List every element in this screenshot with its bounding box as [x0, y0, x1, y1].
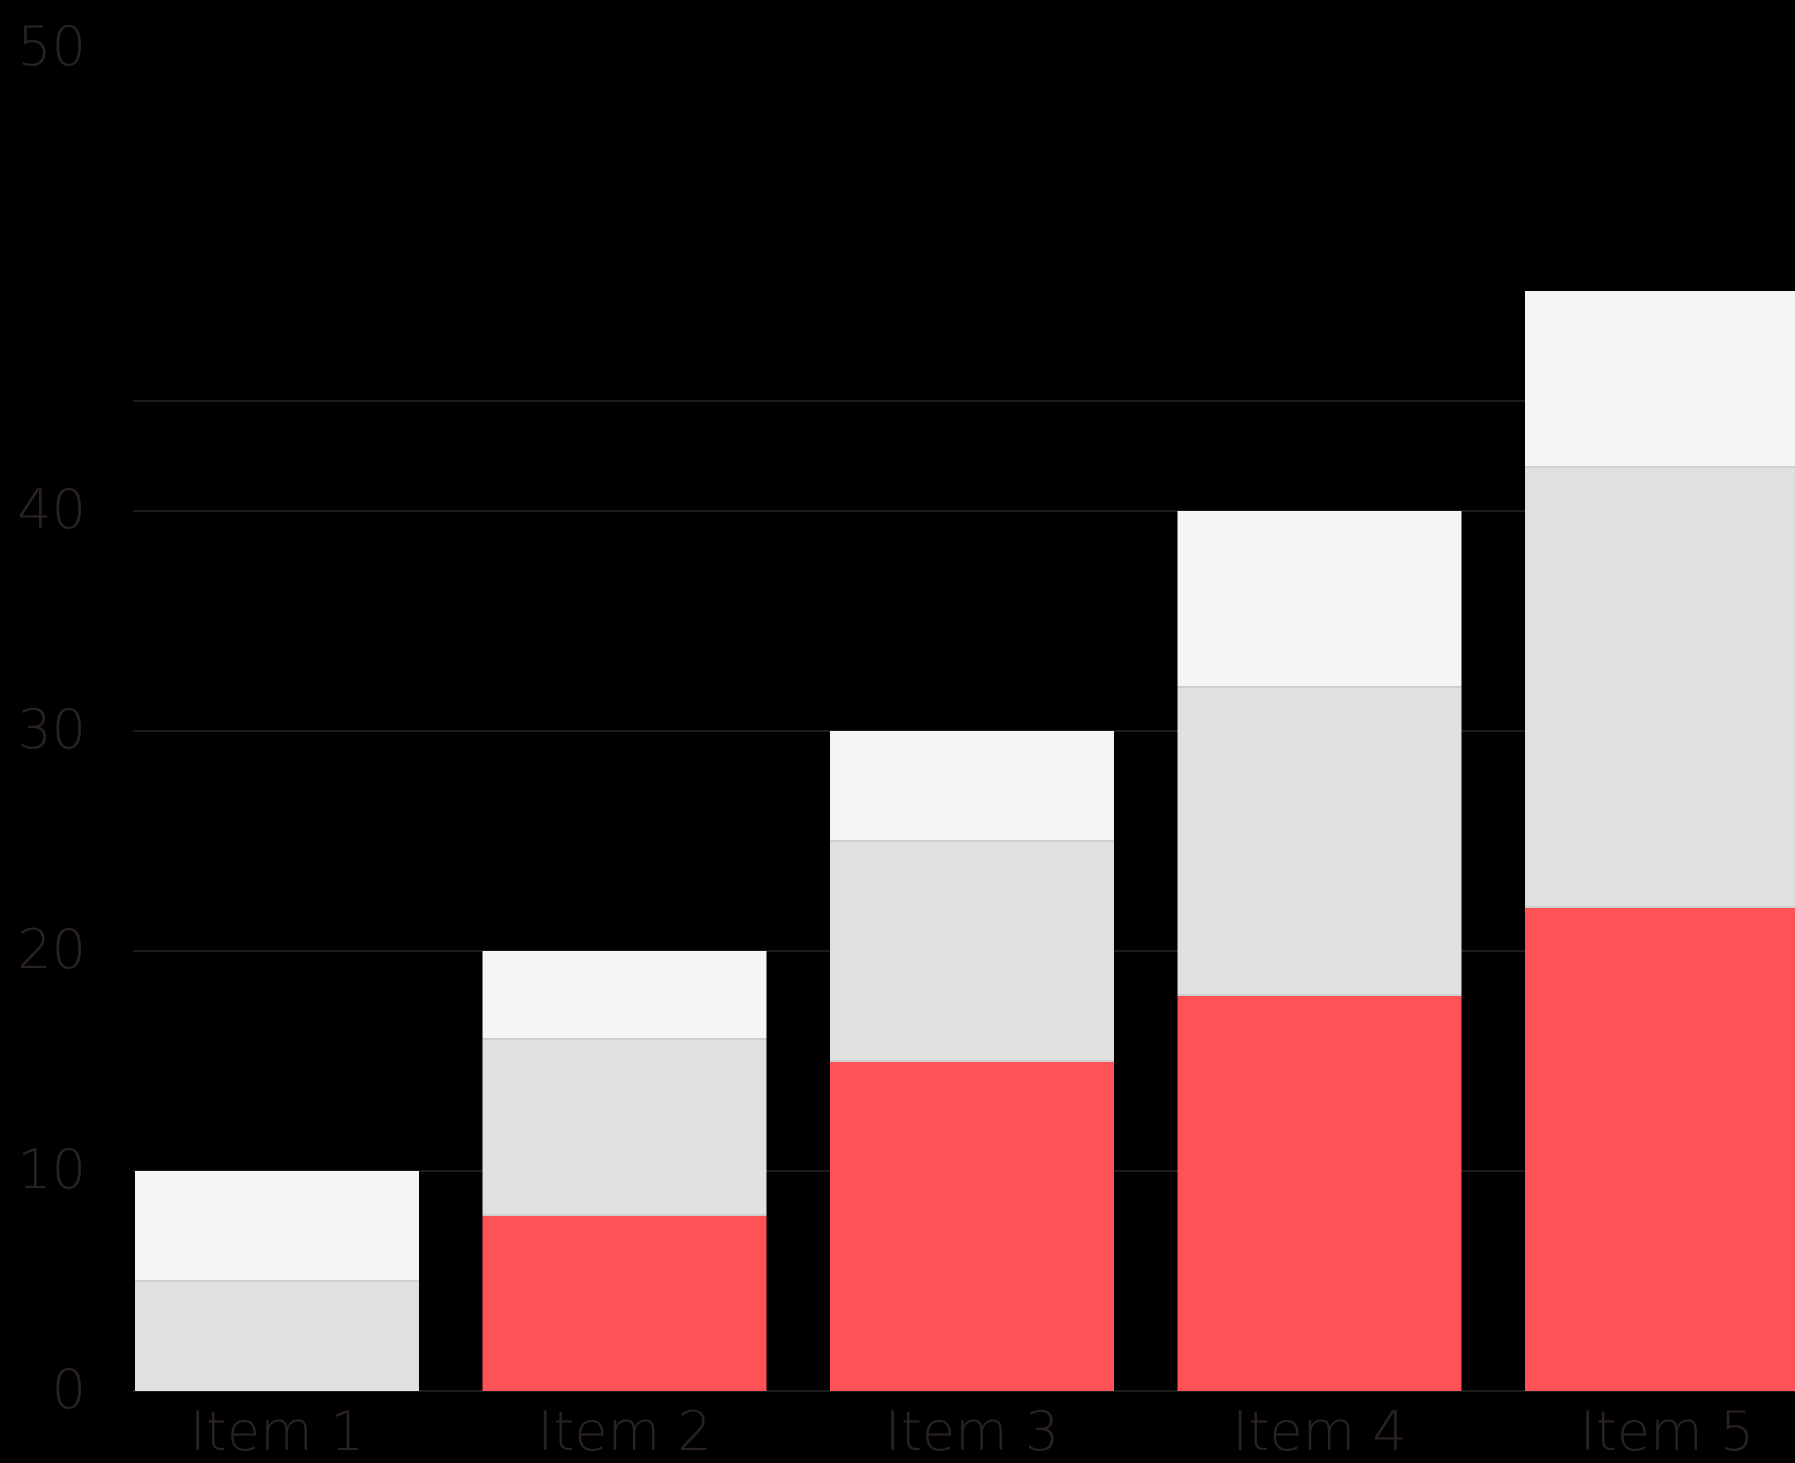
x-category-label-2: Item 2: [537, 1400, 711, 1463]
bar-1-segment-3: [135, 1171, 419, 1281]
bar-5-segment-2: [1525, 467, 1795, 907]
x-category-label-3: Item 3: [885, 1400, 1059, 1463]
y-tick-label-20: 20: [17, 918, 86, 981]
segment-separators: [135, 466, 1795, 1282]
y-tick-label-0: 0: [52, 1358, 86, 1421]
bar-3-segment-1: [830, 1061, 1114, 1391]
bar-4-segment-3: [1177, 511, 1462, 687]
bar-2-segment-2: [482, 1039, 767, 1215]
bar-5-segment-1: [1525, 907, 1795, 1391]
y-tick-label-40: 40: [17, 478, 86, 541]
x-category-label-4: Item 4: [1232, 1400, 1406, 1463]
x-axis-categories: Item 1 Item 2 Item 3 Item 4 Item 5: [190, 1400, 1754, 1463]
y-tick-label-10: 10: [17, 1138, 86, 1201]
bar-5-segment-3: [1525, 291, 1795, 467]
bar-4-segment-2: [1177, 687, 1462, 995]
bars: [135, 291, 1795, 1391]
y-axis-ticks: 0 10 20 30 40 50: [17, 15, 86, 1421]
y-tick-label-30: 30: [17, 698, 86, 761]
bar-2-segment-3: [482, 951, 767, 1039]
bar-1-segment-2: [135, 1281, 419, 1391]
x-category-label-1: Item 1: [190, 1400, 364, 1463]
bar-2-segment-1: [482, 1215, 767, 1391]
y-tick-label-50: 50: [17, 15, 86, 78]
x-category-label-5: Item 5: [1580, 1400, 1754, 1463]
bar-3-segment-2: [830, 841, 1114, 1061]
bar-4-segment-1: [1177, 995, 1462, 1391]
bar-3-segment-3: [830, 731, 1114, 841]
